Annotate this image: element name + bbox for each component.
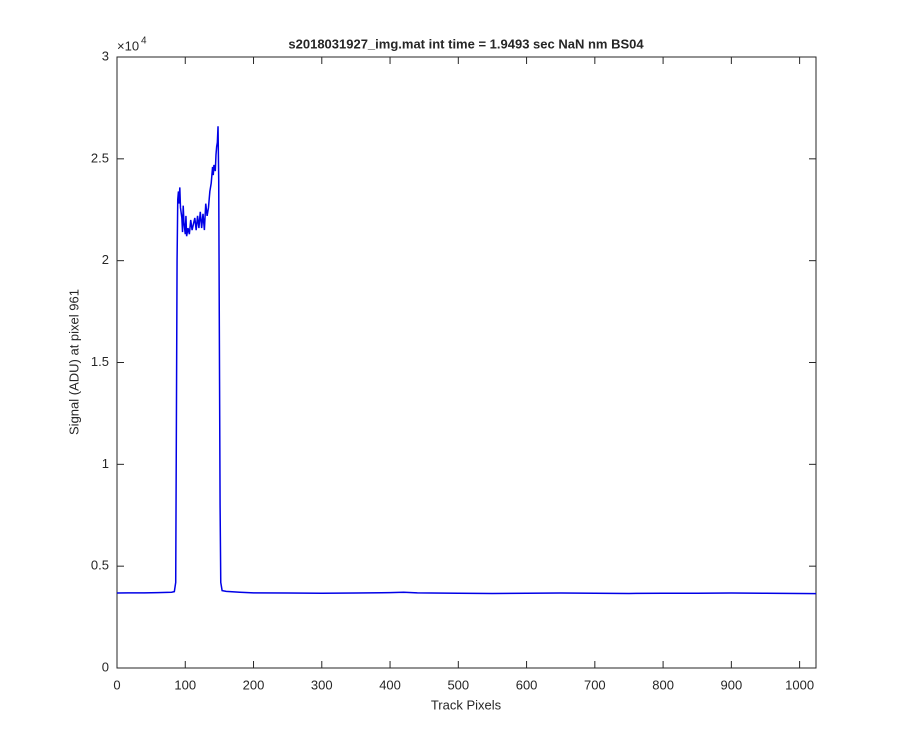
x-tick-label: 1000: [785, 677, 814, 692]
x-tick-label: 600: [516, 677, 538, 692]
x-tick-label: 400: [379, 677, 401, 692]
x-tick-label: 300: [311, 677, 333, 692]
data-line: [116, 126, 817, 595]
x-axis-label: Track Pixels: [431, 697, 502, 712]
y-multiplier: ×10: [117, 38, 139, 53]
y-multiplier-exponent: 4: [141, 36, 147, 47]
chart-title: s2018031927_img.mat int time = 1.9493 se…: [288, 36, 644, 51]
x-tick-label: 200: [243, 677, 265, 692]
x-tick-label: 0: [113, 677, 120, 692]
x-tick-label: 500: [447, 677, 469, 692]
plot-box: [116, 56, 817, 669]
y-tick-label: 0.5: [91, 558, 109, 573]
y-tick-label: 1.5: [91, 354, 109, 369]
y-axis-label: Signal (ADU) at pixel 961: [66, 289, 81, 435]
x-tick-label: 700: [584, 677, 606, 692]
x-tick-label: 800: [652, 677, 674, 692]
y-tick-label: 0: [102, 659, 109, 674]
y-tick-label: 1: [102, 456, 109, 471]
y-tick-label: 3: [102, 48, 109, 63]
y-tick-label: 2: [102, 252, 109, 267]
y-tick-label: 2.5: [91, 150, 109, 165]
x-tick-label: 900: [721, 677, 743, 692]
x-tick-label: 100: [174, 677, 196, 692]
